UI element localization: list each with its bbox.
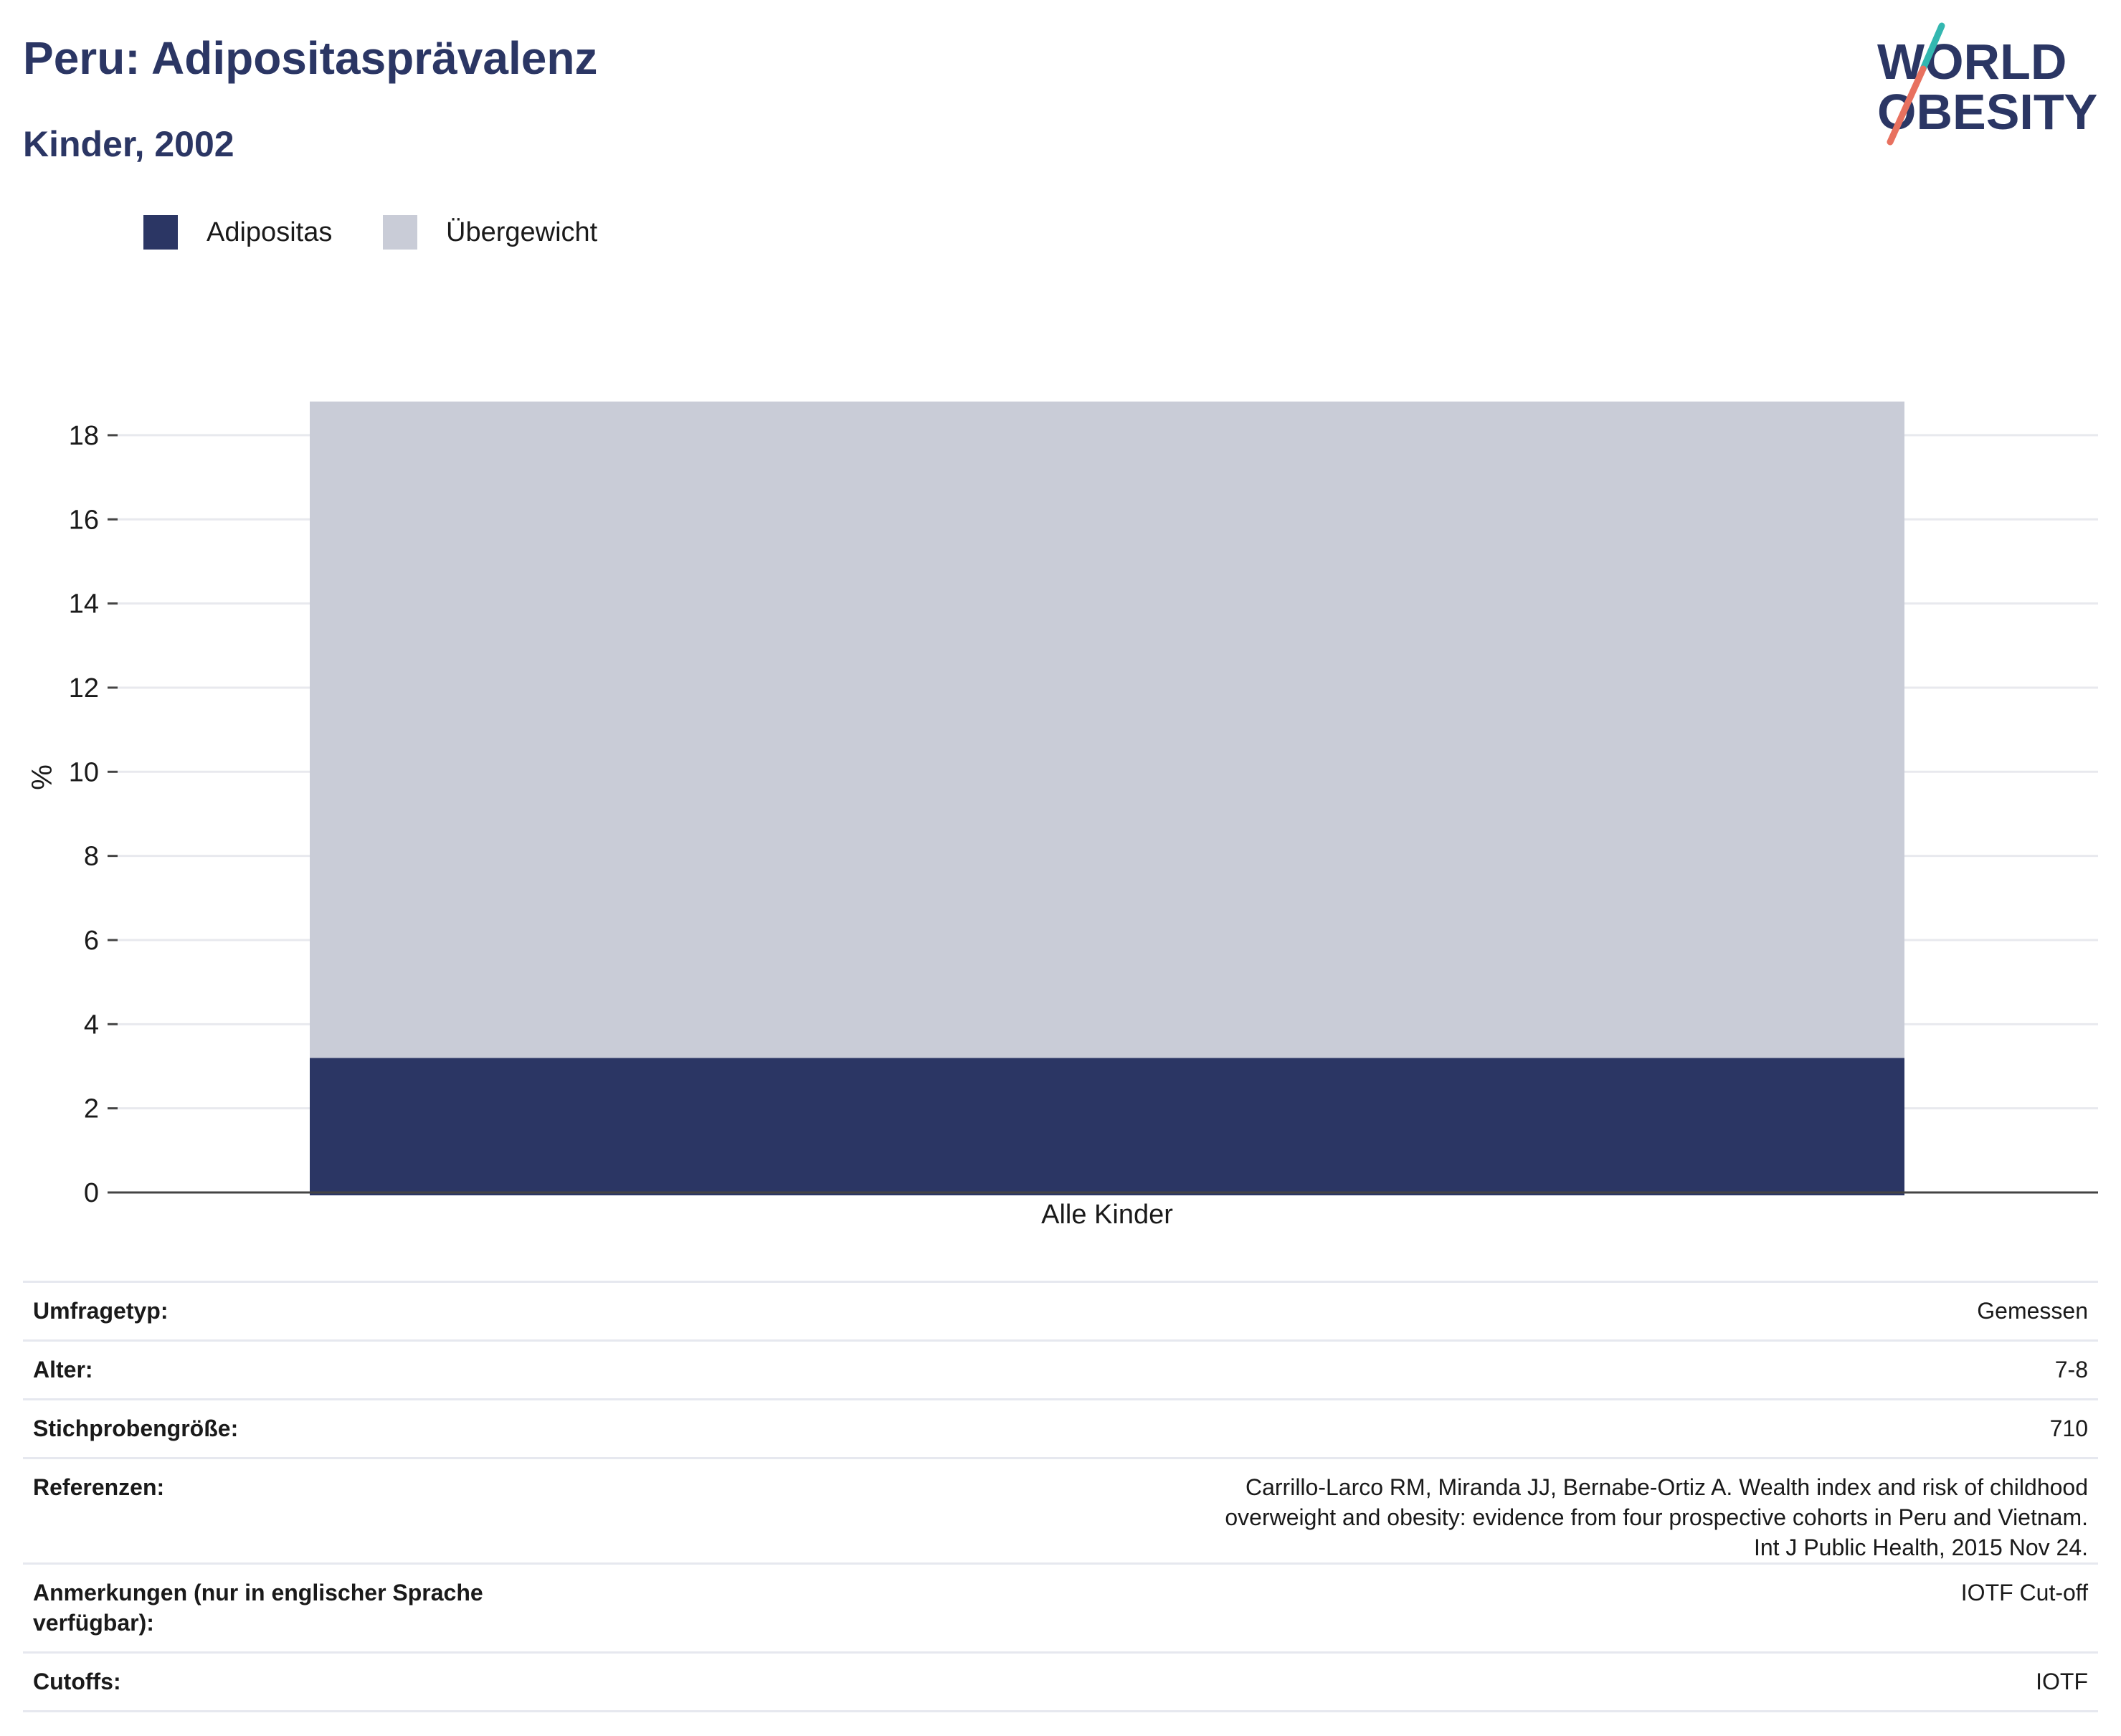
details-value: 710 <box>588 1398 2098 1459</box>
stacked-bar-chart: 0 2 4 6 8 10 12 14 16 18 Alle Kinder % <box>27 402 2098 1230</box>
y-tick-label: 14 <box>69 589 99 620</box>
details-label: Cutoffs: <box>23 1651 588 1712</box>
details-label: Anmerkungen (nur in englischer Sprache v… <box>23 1562 588 1654</box>
y-tick-label: 4 <box>84 1010 99 1040</box>
details-label: Referenzen: <box>23 1457 588 1565</box>
y-tick-label: 0 <box>84 1178 99 1208</box>
y-tick-label: 10 <box>69 757 99 787</box>
survey-details-table: Umfragetyp: Gemessen Alter: 7-8 Stichprobeng… <box>23 1281 2098 1712</box>
details-label: Stichprobengröße: <box>23 1398 588 1459</box>
legend-item-adipositas[interactable]: Adipositas <box>143 212 332 252</box>
details-row: Stichprobengröße: 710 <box>23 1398 2098 1459</box>
bar-bergewicht[interactable] <box>310 402 1904 1058</box>
world-obesity-logo: WORLD OBESITY <box>1877 22 2097 146</box>
legend-swatch-adipositas <box>143 215 178 250</box>
details-row: Anmerkungen (nur in englischer Sprache v… <box>23 1562 2098 1654</box>
y-tick-label: 8 <box>84 842 99 872</box>
bars <box>310 402 1904 1195</box>
details-value: Carrillo-Larco RM, Miranda JJ, Bernabe-O… <box>588 1457 2098 1565</box>
details-row: Referenzen: Carrillo-Larco RM, Miranda JJ… <box>23 1457 2098 1565</box>
y-tick-label: 16 <box>69 505 99 535</box>
details-row: Cutoffs: IOTF <box>23 1651 2098 1712</box>
chart-subtitle: Kinder, 2002 <box>23 124 234 164</box>
legend-label-adipositas: Adipositas <box>207 217 333 247</box>
legend-label-uebergewicht: Übergewicht <box>446 217 598 247</box>
legend-swatch-uebergewicht <box>383 215 417 250</box>
y-axis-label: % <box>27 764 58 790</box>
details-value: IOTF Cut-off <box>588 1562 2098 1654</box>
svg-text:WORLD: WORLD <box>1877 34 2067 90</box>
details-value: 7-8 <box>588 1339 2098 1400</box>
details-label: Umfragetyp: <box>23 1281 588 1342</box>
details-row: Alter: 7-8 <box>23 1339 2098 1400</box>
details-value: Gemessen <box>588 1281 2098 1342</box>
legend-item-uebergewicht[interactable]: Übergewicht <box>383 212 597 252</box>
chart-title: Peru: Adipositasprävalenz <box>23 32 598 84</box>
bar-adipositas[interactable] <box>310 1058 1904 1195</box>
details-label: Alter: <box>23 1339 588 1400</box>
y-tick-label: 18 <box>69 421 99 451</box>
y-tick-label: 2 <box>84 1094 99 1124</box>
y-axis-ticks: 0 2 4 6 8 10 12 14 16 18 <box>69 421 118 1208</box>
details-row: Umfragetyp: Gemessen <box>23 1281 2098 1342</box>
details-value: IOTF <box>588 1651 2098 1712</box>
y-tick-label: 6 <box>84 926 99 956</box>
x-tick-label: Alle Kinder <box>1041 1200 1173 1230</box>
y-tick-label: 12 <box>69 673 99 703</box>
